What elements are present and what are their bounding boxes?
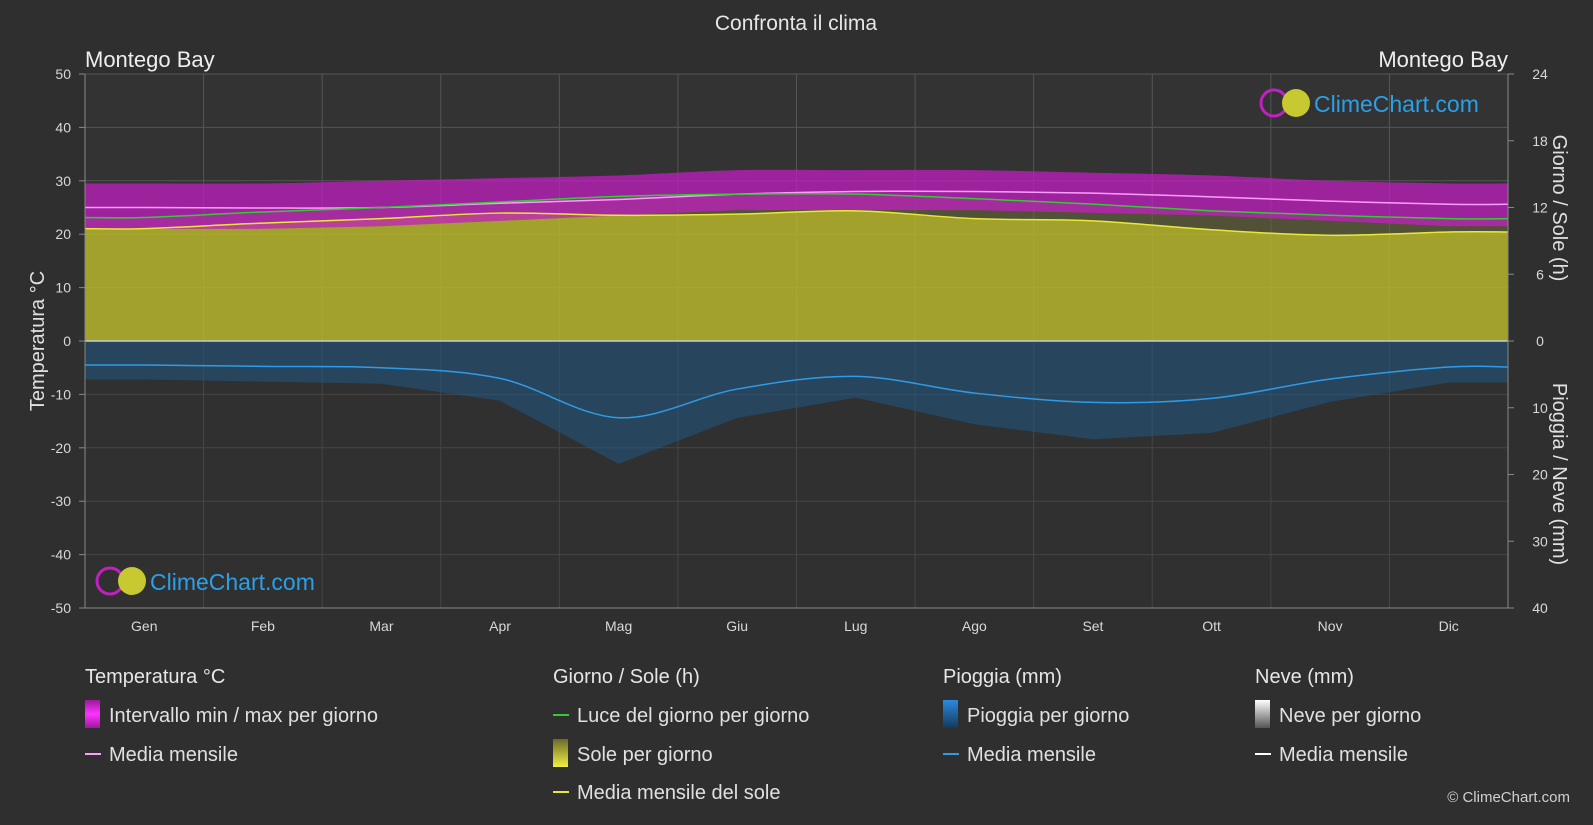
- x-tick-label: Nov: [1318, 618, 1343, 634]
- legend-sun-mean-label: Media mensile del sole: [577, 782, 780, 804]
- legend-snow-mean-label: Media mensile: [1279, 744, 1408, 766]
- x-tick-label: Giu: [726, 618, 748, 634]
- legend-rain-daily-label: Pioggia per giorno: [967, 705, 1129, 727]
- y-right-bottom-tick-label: 10: [1532, 400, 1548, 416]
- legend-rain-swatch: [943, 700, 958, 728]
- x-tick-label: Apr: [489, 618, 511, 634]
- y-left-tick-label: 0: [63, 333, 71, 349]
- x-tick-label: Lug: [844, 618, 867, 634]
- location-left: Montego Bay: [85, 47, 215, 72]
- x-tick-label: Ago: [962, 618, 987, 634]
- y-right-top-label: Giorno / Sole (h): [1548, 135, 1570, 282]
- sunshine-mean-line: [85, 209, 1508, 237]
- y-right-top-tick-label: 18: [1532, 133, 1548, 149]
- x-tick-label: Dic: [1439, 618, 1459, 634]
- legend-daylight-label: Luce del giorno per giorno: [577, 705, 809, 727]
- rain-area: [85, 341, 1508, 464]
- sunshine-area: [85, 210, 1508, 341]
- watermark-bottom: ClimeChart.com: [95, 566, 315, 596]
- x-tick-label: Ott: [1202, 618, 1221, 634]
- legend-sunshine-swatch: [553, 739, 568, 767]
- legend-rain-mean-label: Media mensile: [967, 744, 1096, 766]
- y-right-bottom-tick-label: 30: [1532, 533, 1548, 549]
- y-left-tick-label: 20: [55, 226, 71, 242]
- x-tick-label: Set: [1082, 618, 1103, 634]
- axes: 50 40 30 20 10 0 -10 -20 -30 -40 -50 24 18 12 6 0 10 20 30…: [51, 66, 1548, 634]
- y-left-tick-label: -10: [51, 386, 71, 402]
- y-right-top-tick-label: 0: [1536, 333, 1544, 349]
- legend-snow-daily-label: Neve per giorno: [1279, 705, 1421, 727]
- y-right-bottom-tick-label: 20: [1532, 467, 1548, 483]
- x-tick-label: Feb: [251, 618, 275, 634]
- legend-temp-range-swatch: [85, 700, 100, 728]
- y-left-tick-label: -30: [51, 493, 71, 509]
- temperature-range-band: [85, 169, 1508, 229]
- watermark-top-text: ClimeChart.com: [1314, 91, 1479, 117]
- legend-snow-swatch: [1255, 700, 1270, 728]
- y-left-tick-label: 50: [55, 66, 71, 82]
- legend-rain-title: Pioggia (mm): [943, 666, 1062, 688]
- y-left-tick-label: 10: [55, 280, 71, 296]
- y-right-top-tick-label: 12: [1532, 200, 1548, 216]
- legend-temp-title: Temperatura °C: [85, 666, 225, 688]
- y-left-tick-label: 30: [55, 173, 71, 189]
- y-right-top-tick-label: 24: [1532, 66, 1548, 82]
- legend-sun-title: Giorno / Sole (h): [553, 666, 700, 688]
- x-tick-label: Mag: [605, 618, 632, 634]
- chart-title: Confronta il clima: [715, 12, 878, 35]
- daylight-line: [85, 192, 1508, 220]
- y-left-tick-label: -50: [51, 600, 71, 616]
- legend-temp-range-label: Intervallo min / max per giorno: [109, 705, 378, 727]
- x-tick-label: Mar: [369, 618, 393, 634]
- logo-sun-icon: [118, 567, 146, 595]
- location-right: Montego Bay: [1378, 47, 1508, 72]
- watermark-bottom-text: ClimeChart.com: [150, 569, 315, 595]
- watermark-top: ClimeChart.com: [1259, 88, 1479, 118]
- y-left-label: Temperatura °C: [27, 271, 49, 411]
- x-tick-label: Gen: [131, 618, 157, 634]
- logo-sun-icon: [1282, 89, 1310, 117]
- chart-marks: [85, 169, 1508, 608]
- rain-mean-line: [85, 364, 1508, 419]
- y-right-bottom-label: Pioggia / Neve (mm): [1548, 383, 1570, 565]
- y-left-tick-label: -40: [51, 547, 71, 563]
- copyright: © ClimeChart.com: [1447, 789, 1570, 806]
- legend: Temperatura °C Intervallo min / max per …: [85, 666, 1421, 804]
- legend-temp-mean-label: Media mensile: [109, 744, 238, 766]
- y-right-top-tick-label: 6: [1536, 266, 1544, 282]
- y-left-tick-label: 40: [55, 119, 71, 135]
- legend-sunshine-label: Sole per giorno: [577, 744, 713, 766]
- y-right-bottom-tick-label: 40: [1532, 600, 1548, 616]
- rain-shade: [85, 341, 1508, 608]
- y-left-tick-label: -20: [51, 440, 71, 456]
- temperature-mean-line: [85, 190, 1508, 209]
- legend-snow-title: Neve (mm): [1255, 666, 1354, 688]
